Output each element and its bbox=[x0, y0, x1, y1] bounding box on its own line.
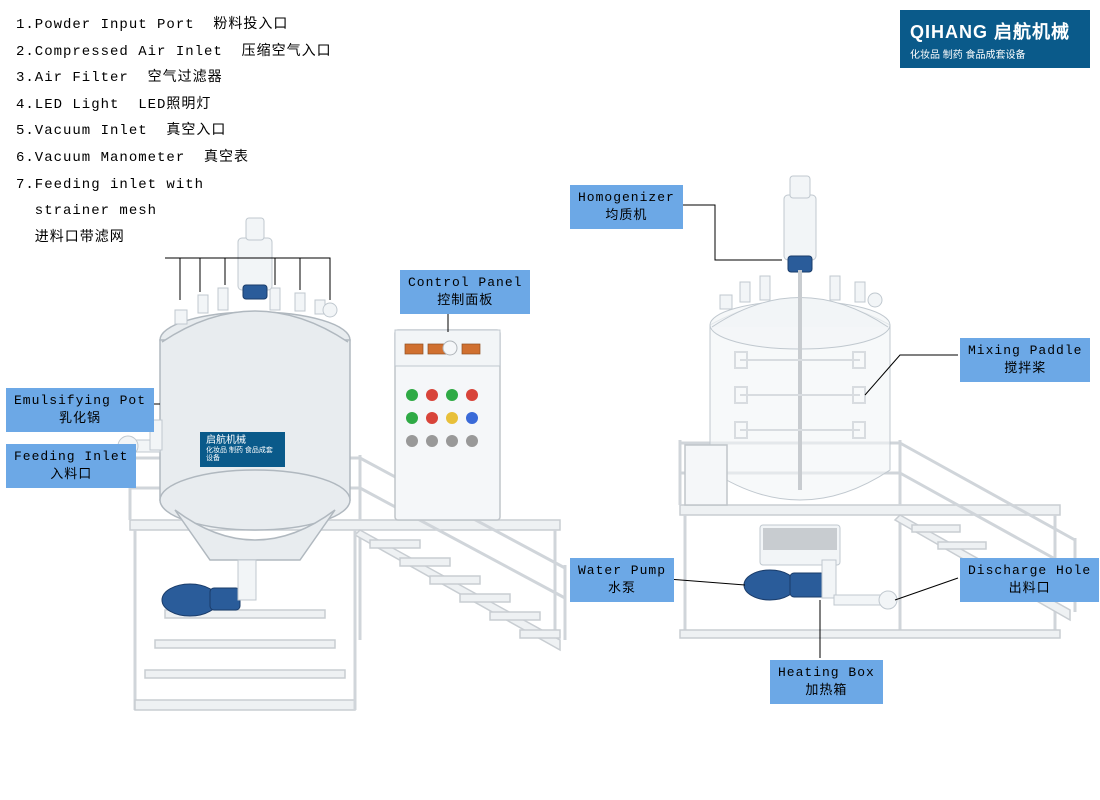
callout-discharge-hole: Discharge Hole 出料口 bbox=[960, 558, 1099, 602]
legend-item: 3.Air Filter 空气过滤器 bbox=[16, 65, 332, 92]
brand-logo: QIHANG 启航机械 bbox=[910, 18, 1080, 44]
legend-item: 6.Vacuum Manometer 真空表 bbox=[16, 145, 332, 172]
callout-mixing-paddle: Mixing Paddle 搅拌桨 bbox=[960, 338, 1090, 382]
legend-item: 2.Compressed Air Inlet 压缩空气入口 bbox=[16, 39, 332, 66]
legend-item: 进料口带滤网 bbox=[16, 225, 332, 252]
callout-feeding-inlet: Feeding Inlet 入料口 bbox=[6, 444, 136, 488]
legend-list: 1.Powder Input Port 粉料投入口 2.Compressed A… bbox=[16, 12, 332, 251]
callout-control-panel: Control Panel 控制面板 bbox=[400, 270, 530, 314]
legend-item: 1.Powder Input Port 粉料投入口 bbox=[16, 12, 332, 39]
callout-heating-box: Heating Box 加热箱 bbox=[770, 660, 883, 704]
legend-item: 7.Feeding inlet with bbox=[16, 172, 332, 199]
brand-tagline: 化妆品 制药 食品成套设备 bbox=[910, 46, 1080, 61]
brand-banner: QIHANG 启航机械 化妆品 制药 食品成套设备 bbox=[900, 10, 1090, 68]
callout-water-pump: Water Pump 水泵 bbox=[570, 558, 674, 602]
callout-emulsifying-pot: Emulsifying Pot 乳化锅 bbox=[6, 388, 154, 432]
tank-brand-plate: 启航机械 化妆品 制药 食品成套设备 bbox=[200, 432, 285, 467]
legend-item: strainer mesh bbox=[16, 198, 332, 225]
legend-item: 5.Vacuum Inlet 真空入口 bbox=[16, 118, 332, 145]
legend-item: 4.LED Light LED照明灯 bbox=[16, 92, 332, 119]
callout-homogenizer: Homogenizer 均质机 bbox=[570, 185, 683, 229]
